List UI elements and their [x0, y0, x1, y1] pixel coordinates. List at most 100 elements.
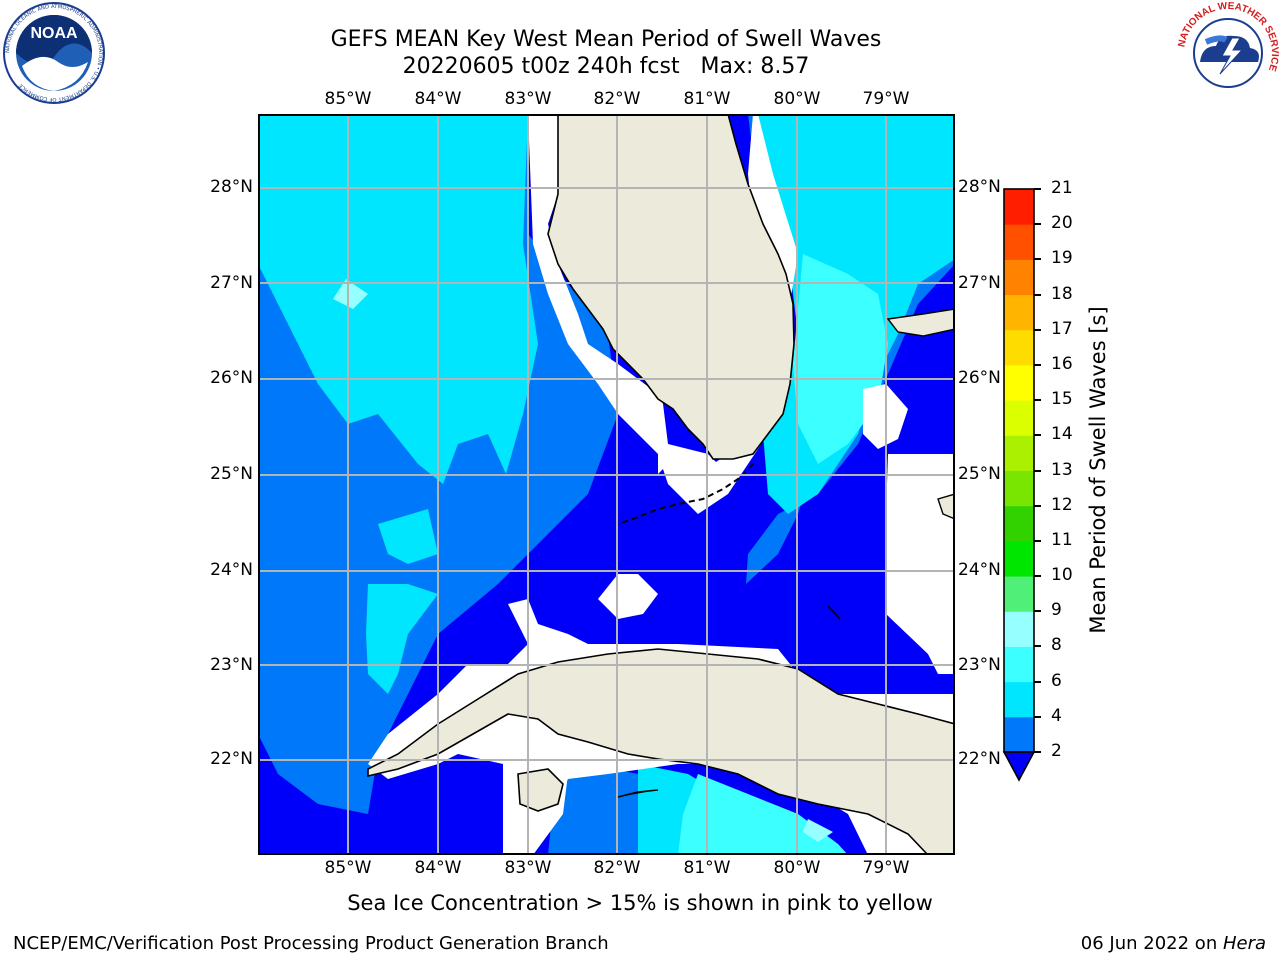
- colorbar-tick-label: 8: [1051, 635, 1062, 656]
- lon-label-top: 83°W: [504, 89, 552, 109]
- colorbar: [998, 186, 1042, 790]
- lat-label-right: 26°N: [958, 368, 1001, 388]
- lat-label-left: 27°N: [210, 273, 253, 293]
- colorbar-segment: [1004, 329, 1034, 366]
- colorbar-tick-mark: [1034, 223, 1041, 226]
- cuba-south-cays: [617, 789, 659, 798]
- colorbar-segment: [1004, 294, 1034, 331]
- lat-label-left: 28°N: [210, 177, 253, 197]
- lat-label-left: 24°N: [210, 560, 253, 580]
- lat-label-right: 24°N: [958, 560, 1001, 580]
- lon-label-bottom: 81°W: [683, 858, 731, 878]
- lat-label-right: 25°N: [958, 464, 1001, 484]
- lat-label-left: 26°N: [210, 368, 253, 388]
- colorbar-tick-mark: [1034, 293, 1041, 296]
- field-8-9s-caribbean: [678, 774, 848, 855]
- colorbar-tick-mark: [1034, 575, 1041, 578]
- lon-label-top: 85°W: [324, 89, 372, 109]
- map-frame: [258, 114, 955, 855]
- lat-label-right: 28°N: [958, 177, 1001, 197]
- colorbar-tick-mark: [1034, 399, 1041, 402]
- colorbar-tick-mark: [1034, 188, 1041, 190]
- run-machine: Hera: [1222, 933, 1266, 954]
- lat-label-right: 23°N: [958, 655, 1001, 675]
- colorbar-tick-label: 18: [1051, 283, 1073, 304]
- cay-sal: [827, 605, 841, 620]
- colorbar-tick-mark: [1034, 328, 1041, 331]
- colorbar-label: Mean Period of Swell Waves [s]: [1086, 306, 1110, 634]
- lon-label-bottom: 80°W: [773, 858, 821, 878]
- lon-label-bottom: 79°W: [862, 858, 910, 878]
- colorbar-tick-label: 2: [1051, 741, 1062, 761]
- colorbar-tick-label: 6: [1051, 670, 1062, 691]
- nws-logo-graphic: NATIONAL WEATHER SERVICE: [1176, 1, 1280, 103]
- field-6-8s-patch: [378, 509, 438, 564]
- land-isla-juventud: [517, 768, 564, 812]
- colorbar-segment: [1004, 189, 1034, 225]
- field-6-8s-patch2: [366, 584, 438, 694]
- noaa-logo-graphic: NOAA NATIONAL OCEANIC AND ATMOSPHERIC AD…: [3, 2, 105, 104]
- map-panel: [258, 113, 956, 856]
- graticule: [258, 114, 955, 855]
- land-florida: [547, 113, 795, 460]
- no-data-cell-center: [598, 574, 658, 619]
- colorbar-segment: [1004, 540, 1034, 577]
- colorbar-segment: [1004, 224, 1034, 260]
- colorbar-tick-label: 20: [1051, 213, 1073, 234]
- colorbar-tick-label: 4: [1051, 705, 1062, 726]
- colorbar-tick-label: 15: [1051, 389, 1073, 410]
- noaa-logo: NOAA NATIONAL OCEANIC AND ATMOSPHERIC AD…: [2, 2, 106, 108]
- no-data-bahamas-south: [886, 454, 955, 674]
- colorbar-segment: [1004, 505, 1034, 542]
- lon-label-bottom: 85°W: [324, 858, 372, 878]
- colorbar-tick-mark: [1034, 539, 1041, 542]
- lat-label-right: 27°N: [958, 273, 1001, 293]
- colorbar-tick-mark: [1034, 469, 1041, 472]
- colorbar-tick-label: 21: [1051, 178, 1073, 198]
- lon-label-bottom: 82°W: [593, 858, 641, 878]
- colorbar-tick-mark: [1034, 363, 1041, 366]
- colorbar-tick-mark: [1034, 751, 1041, 753]
- colorbar-segment: [1004, 646, 1034, 683]
- florida-keys: [617, 463, 754, 525]
- producer-credit: NCEP/EMC/Verification Post Processing Pr…: [13, 933, 609, 954]
- lat-label-left: 23°N: [210, 655, 253, 675]
- lon-label-top: 80°W: [773, 89, 821, 109]
- colorbar-tick-mark: [1034, 434, 1041, 437]
- lon-label-top: 81°W: [683, 89, 731, 109]
- colorbar-tick-label: 9: [1051, 600, 1062, 621]
- field-6-8s-gulf: [258, 114, 538, 484]
- lon-label-top: 84°W: [414, 89, 462, 109]
- sea-ice-note: Sea Ice Concentration > 15% is shown in …: [347, 891, 933, 915]
- lat-label-left: 25°N: [210, 464, 253, 484]
- land-cuba: [367, 648, 956, 856]
- colorbar-segment: [1004, 400, 1034, 436]
- colorbar-tick-label: 12: [1051, 494, 1073, 515]
- colorbar-segment: [1004, 681, 1034, 718]
- run-date-text: 06 Jun 2022 on: [1080, 933, 1223, 954]
- lon-label-bottom: 84°W: [414, 858, 462, 878]
- field-9-10s-spot2: [803, 819, 833, 842]
- noaa-logo-text: NOAA: [30, 25, 78, 42]
- colorbar-tick-label: 19: [1051, 248, 1073, 269]
- run-date: 06 Jun 2022 on Hera: [1081, 933, 1266, 954]
- colorbar-tick-label: 14: [1051, 424, 1073, 445]
- lat-label-left: 22°N: [210, 749, 253, 769]
- colorbar-segment: [1004, 576, 1034, 612]
- lon-label-top: 82°W: [593, 89, 641, 109]
- colorbar-tick-mark: [1034, 504, 1041, 507]
- colorbar-tick-mark: [1034, 645, 1041, 648]
- lon-label-top: 79°W: [862, 89, 910, 109]
- colorbar-segment: [1004, 364, 1034, 401]
- colorbar-tick-mark: [1034, 610, 1041, 613]
- colorbar-segment: [1004, 259, 1034, 296]
- colorbar-graphic: [1002, 188, 1036, 782]
- colorbar-segment: [1004, 716, 1034, 753]
- nws-logo: NATIONAL WEATHER SERVICE: [1176, 1, 1280, 108]
- colorbar-under-triangle: [1002, 751, 1036, 782]
- colorbar-tick-label: 17: [1051, 318, 1073, 339]
- swell-period-map: [258, 113, 956, 856]
- colorbar-tick-mark: [1034, 680, 1041, 683]
- colorbar-tick-label: 16: [1051, 353, 1073, 374]
- lat-label-right: 22°N: [958, 749, 1001, 769]
